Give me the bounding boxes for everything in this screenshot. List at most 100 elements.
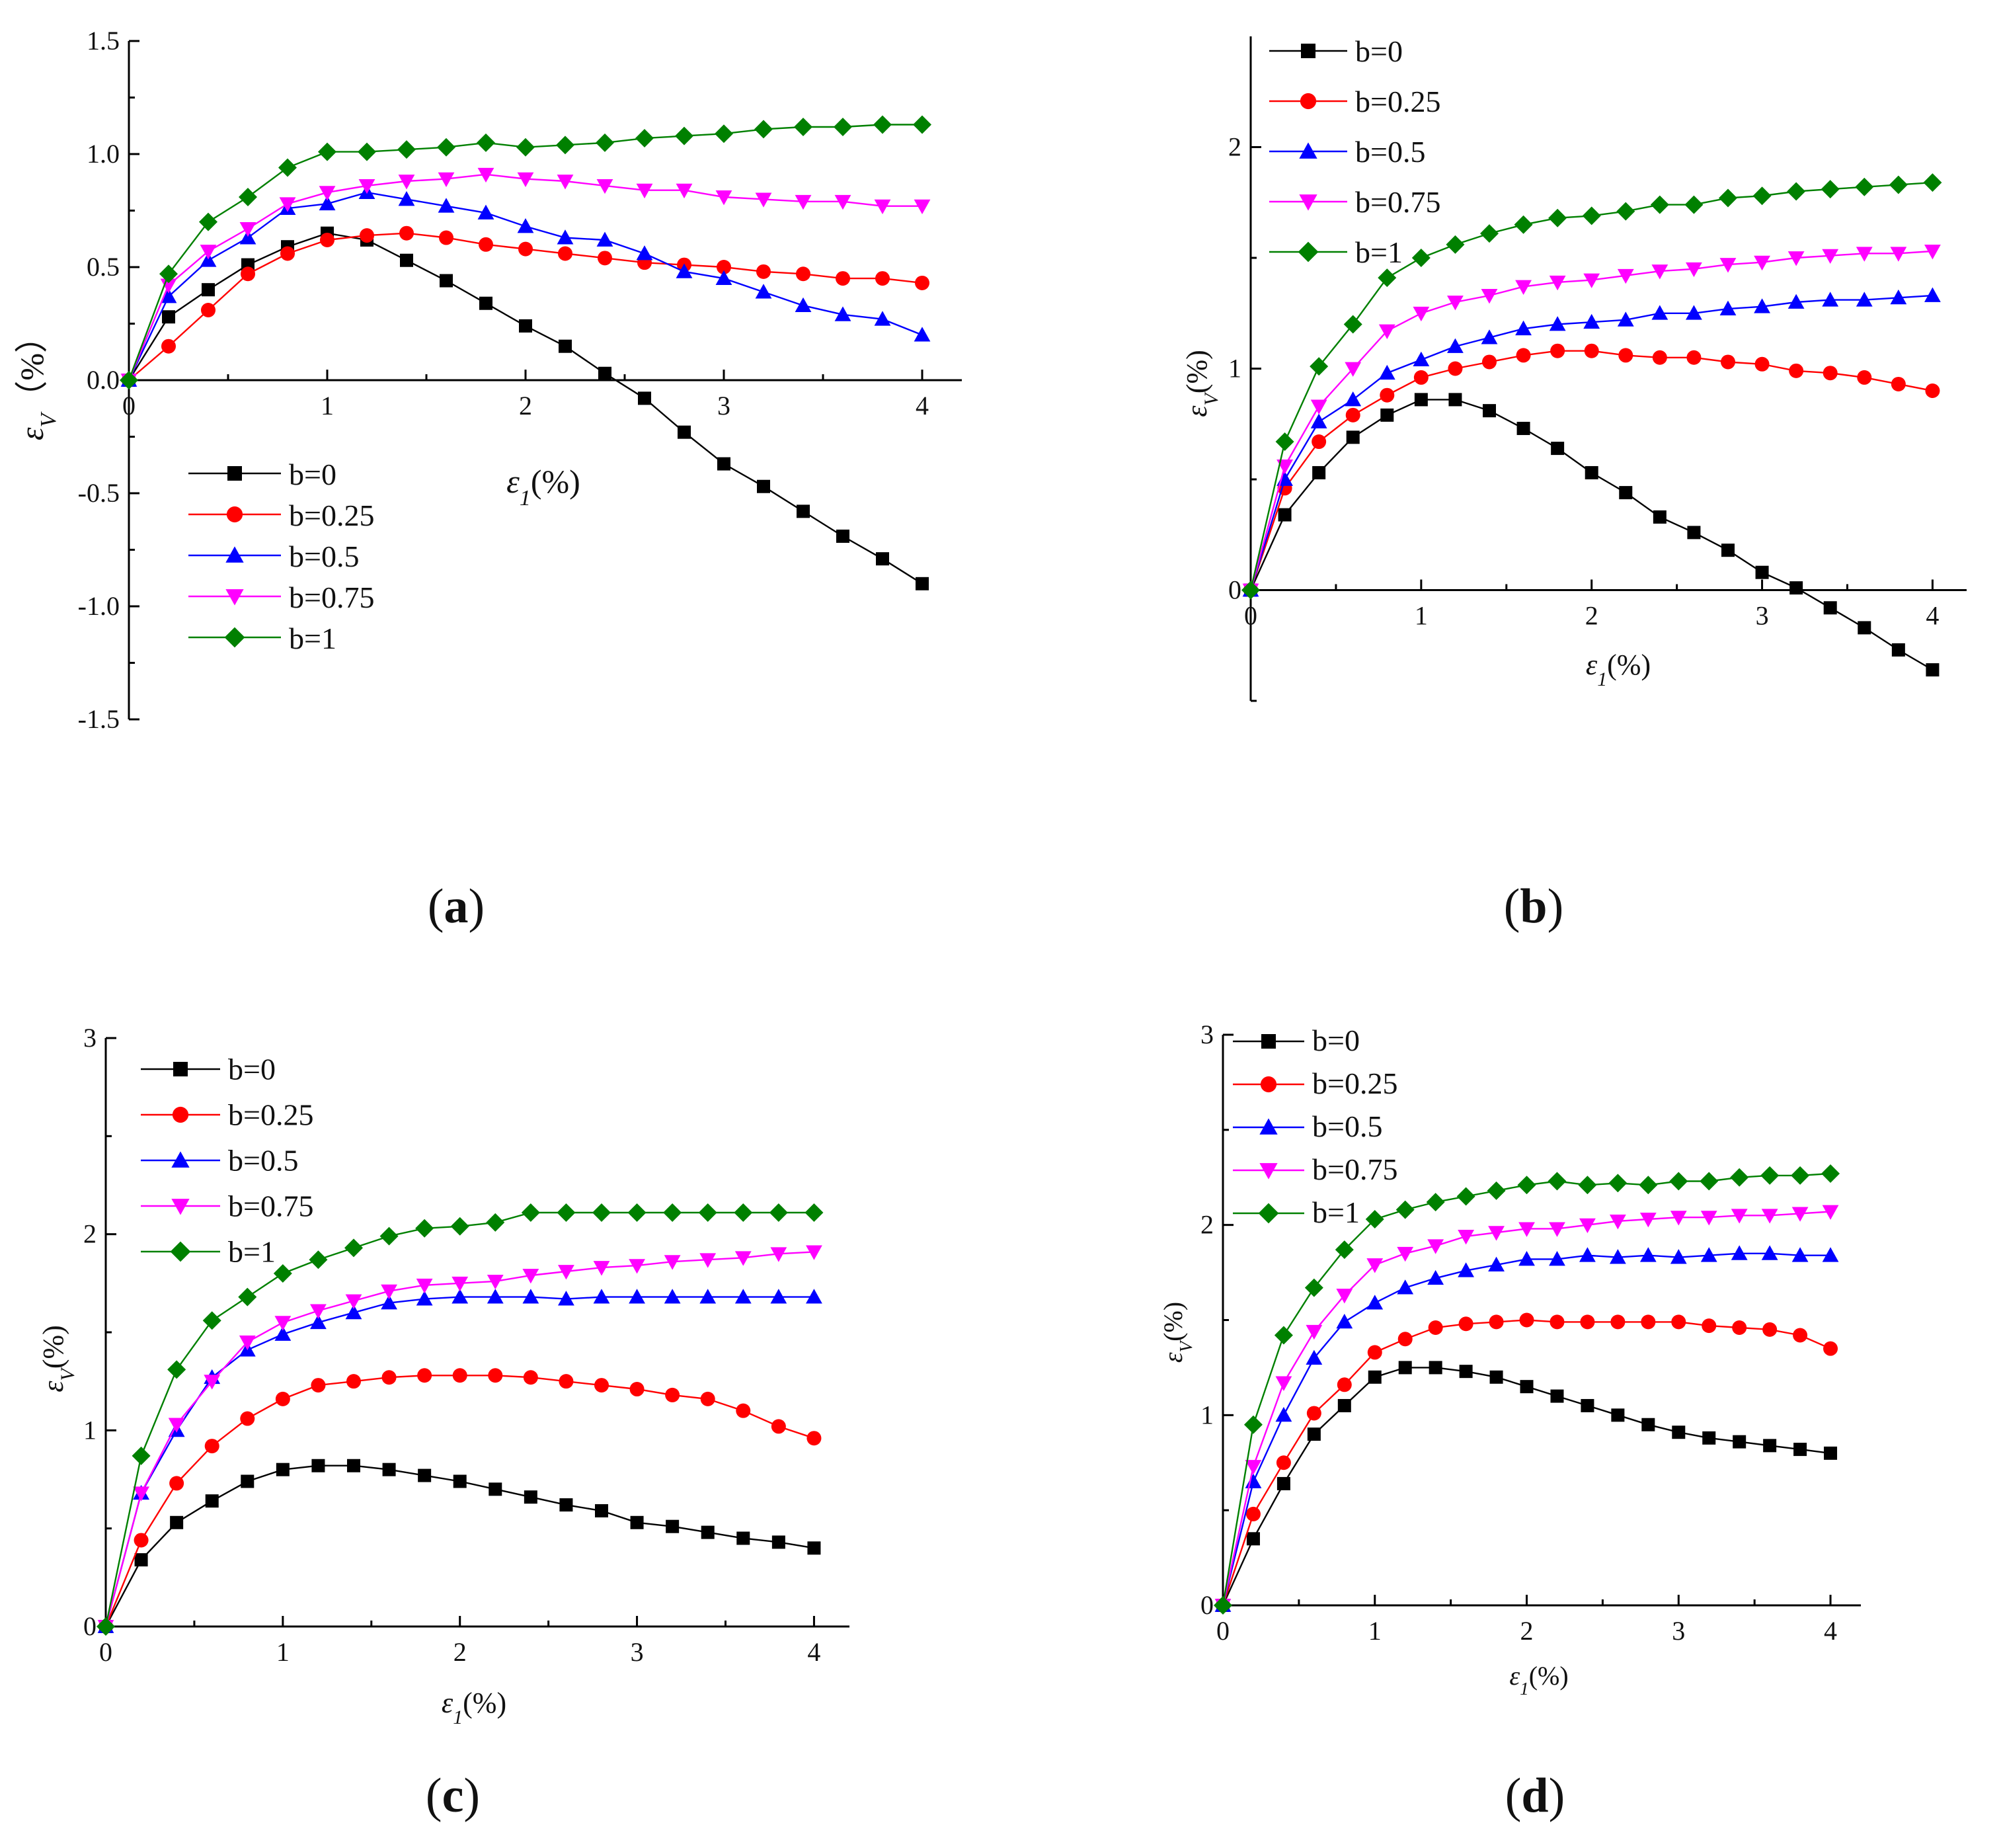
data-point bbox=[1276, 1455, 1291, 1470]
legend-marker bbox=[1299, 142, 1317, 159]
data-point bbox=[1641, 1418, 1655, 1431]
panel-letter: c bbox=[442, 1769, 464, 1823]
data-point bbox=[1585, 465, 1598, 479]
legend-label: b=0 bbox=[289, 458, 336, 491]
y-axis-label: εV(%) bbox=[37, 1325, 79, 1392]
data-point bbox=[1413, 306, 1430, 322]
legend-entry: b=0.25 bbox=[1269, 85, 1440, 118]
data-point bbox=[1378, 268, 1397, 288]
data-point bbox=[1447, 296, 1464, 311]
data-point bbox=[1306, 1324, 1323, 1340]
data-point bbox=[1481, 289, 1498, 304]
data-point bbox=[1427, 1269, 1444, 1285]
series-b=0 bbox=[122, 226, 929, 590]
legend-entry: b=1 bbox=[188, 622, 336, 655]
data-point bbox=[1366, 1258, 1384, 1273]
data-point bbox=[134, 1553, 148, 1567]
data-point bbox=[1890, 247, 1907, 262]
data-point bbox=[451, 1276, 469, 1292]
x-tick-label: 1 bbox=[321, 391, 334, 421]
data-point bbox=[310, 1304, 327, 1319]
data-point bbox=[1608, 1174, 1628, 1193]
data-point bbox=[381, 1370, 397, 1385]
data-point bbox=[1395, 1200, 1415, 1219]
data-point bbox=[734, 1289, 752, 1304]
legend-marker bbox=[172, 1106, 189, 1123]
data-point bbox=[1365, 1210, 1384, 1229]
data-point bbox=[1518, 1222, 1535, 1237]
data-point bbox=[319, 195, 336, 211]
data-point bbox=[1413, 351, 1430, 367]
legend-entry: b=0.75 bbox=[1269, 185, 1440, 219]
data-point bbox=[1761, 1245, 1778, 1260]
series-b=0.5 bbox=[97, 1289, 822, 1633]
data-point bbox=[320, 232, 334, 247]
data-point bbox=[1551, 442, 1565, 456]
data-point bbox=[1548, 1172, 1567, 1191]
data-point bbox=[311, 1378, 326, 1393]
legend-label: b=0 bbox=[1355, 34, 1403, 68]
y-tick-label: -0.5 bbox=[78, 478, 120, 508]
x-tick-label: 3 bbox=[1756, 601, 1769, 631]
data-point bbox=[675, 126, 693, 145]
data-point bbox=[1245, 1473, 1262, 1488]
data-point bbox=[596, 133, 614, 152]
data-point bbox=[1700, 1247, 1717, 1262]
data-point bbox=[1755, 565, 1769, 579]
legend-marker bbox=[1258, 1203, 1279, 1224]
data-point bbox=[238, 1287, 257, 1306]
y-tick-label: 2 bbox=[83, 1219, 97, 1249]
data-point bbox=[1789, 581, 1803, 595]
x-tick-label: 2 bbox=[1520, 1616, 1534, 1646]
x-tick-label: 4 bbox=[807, 1637, 820, 1667]
data-point bbox=[1578, 1176, 1597, 1195]
data-point bbox=[736, 1403, 751, 1418]
data-point bbox=[345, 1294, 362, 1309]
legend-marker bbox=[1298, 241, 1319, 262]
legend-label: b=0.75 bbox=[228, 1189, 313, 1223]
data-point bbox=[873, 115, 892, 134]
legend-label: b=1 bbox=[289, 622, 336, 655]
data-point bbox=[1858, 621, 1871, 635]
data-point bbox=[1856, 247, 1873, 262]
data-point bbox=[1343, 315, 1362, 334]
data-point bbox=[1345, 391, 1362, 407]
data-point bbox=[274, 1326, 292, 1341]
legend-entry: b=0.25 bbox=[1233, 1066, 1397, 1100]
data-point bbox=[1368, 1370, 1382, 1384]
data-point bbox=[1550, 1389, 1564, 1403]
legend-marker bbox=[1260, 1076, 1277, 1093]
data-point bbox=[1719, 300, 1737, 315]
legend-label: b=0.5 bbox=[1355, 135, 1425, 169]
data-point bbox=[162, 310, 175, 324]
data-point bbox=[1763, 1439, 1777, 1453]
data-point bbox=[1732, 1320, 1747, 1336]
data-point bbox=[438, 198, 455, 213]
data-point bbox=[1583, 273, 1600, 288]
data-point bbox=[557, 229, 574, 245]
data-point bbox=[1719, 258, 1737, 273]
data-point bbox=[1397, 1279, 1414, 1295]
legend-marker bbox=[225, 589, 244, 606]
data-point bbox=[1653, 510, 1667, 524]
data-point bbox=[629, 1382, 645, 1397]
data-point bbox=[518, 241, 533, 257]
data-point bbox=[1243, 1415, 1263, 1434]
data-point bbox=[1671, 1314, 1686, 1330]
data-point bbox=[479, 237, 493, 252]
data-point bbox=[1515, 320, 1532, 336]
data-point bbox=[479, 296, 492, 310]
data-point bbox=[241, 1474, 255, 1488]
legend-marker bbox=[227, 466, 242, 481]
data-point bbox=[1616, 202, 1635, 221]
data-point bbox=[1307, 1427, 1321, 1441]
data-point bbox=[239, 229, 256, 245]
data-point bbox=[1378, 324, 1395, 339]
data-point bbox=[715, 270, 732, 286]
data-point bbox=[477, 204, 494, 220]
data-point bbox=[715, 124, 733, 143]
data-point bbox=[914, 199, 931, 215]
data-point bbox=[1924, 245, 1941, 260]
legend-entry: b=1 bbox=[141, 1234, 276, 1268]
data-point bbox=[1579, 1247, 1596, 1262]
